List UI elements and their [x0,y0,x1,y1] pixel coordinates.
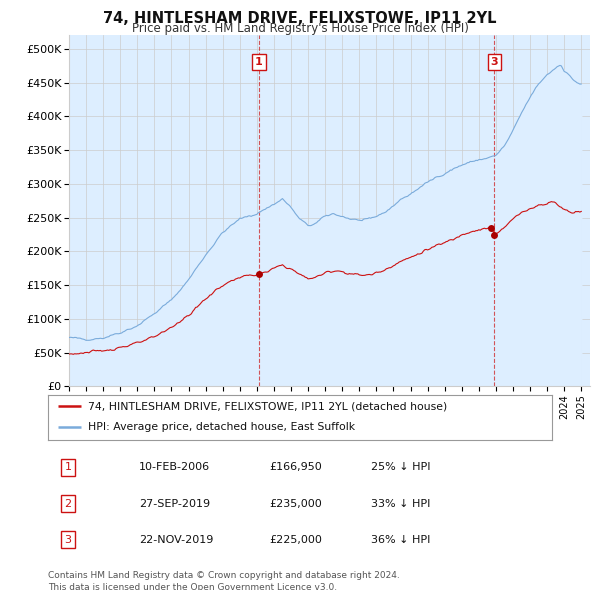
Text: 3: 3 [65,535,71,545]
Text: 10-FEB-2006: 10-FEB-2006 [139,462,210,472]
Text: 36% ↓ HPI: 36% ↓ HPI [371,535,430,545]
Text: £225,000: £225,000 [270,535,323,545]
Text: 74, HINTLESHAM DRIVE, FELIXSTOWE, IP11 2YL (detached house): 74, HINTLESHAM DRIVE, FELIXSTOWE, IP11 2… [88,401,448,411]
Text: £166,950: £166,950 [270,462,323,472]
Text: 2: 2 [65,499,72,509]
Text: 1: 1 [65,462,71,472]
Text: HPI: Average price, detached house, East Suffolk: HPI: Average price, detached house, East… [88,422,355,432]
Text: 25% ↓ HPI: 25% ↓ HPI [371,462,430,472]
Text: 3: 3 [490,57,498,67]
Text: Price paid vs. HM Land Registry's House Price Index (HPI): Price paid vs. HM Land Registry's House … [131,22,469,35]
Text: 74, HINTLESHAM DRIVE, FELIXSTOWE, IP11 2YL: 74, HINTLESHAM DRIVE, FELIXSTOWE, IP11 2… [103,11,497,25]
Text: 1: 1 [255,57,263,67]
Text: £235,000: £235,000 [270,499,323,509]
Text: 27-SEP-2019: 27-SEP-2019 [139,499,210,509]
Text: 33% ↓ HPI: 33% ↓ HPI [371,499,430,509]
Text: Contains HM Land Registry data © Crown copyright and database right 2024.
This d: Contains HM Land Registry data © Crown c… [48,571,400,590]
Text: 22-NOV-2019: 22-NOV-2019 [139,535,213,545]
